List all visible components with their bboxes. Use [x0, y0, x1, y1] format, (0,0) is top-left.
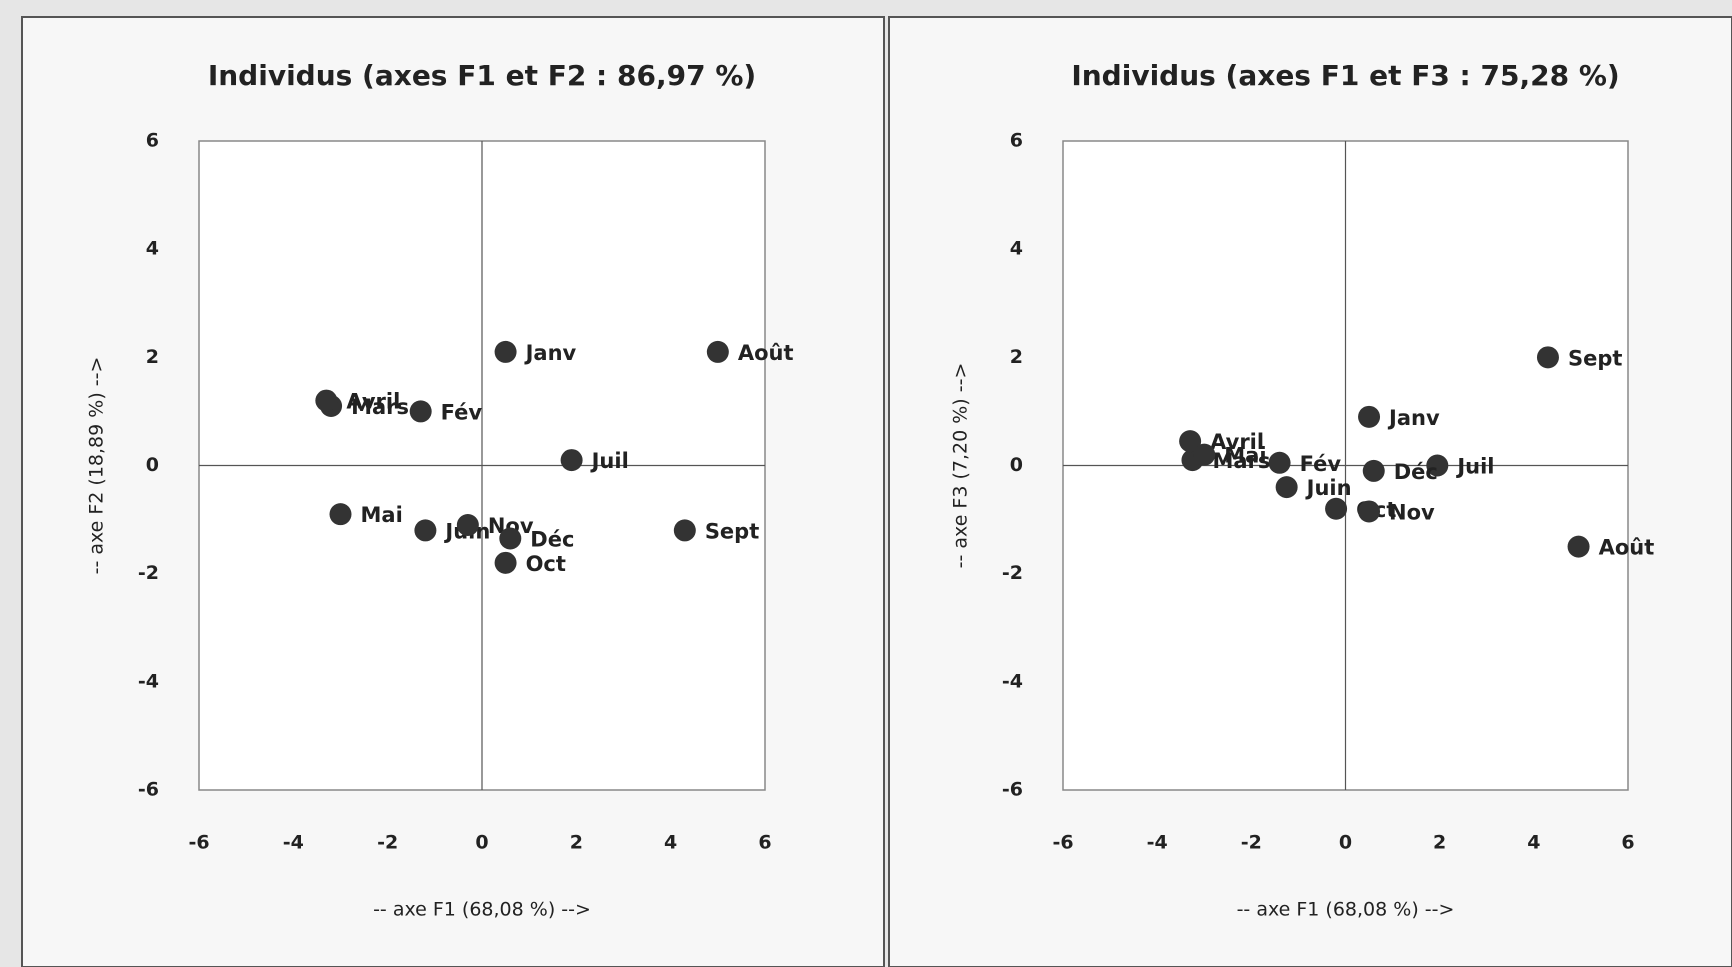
point	[414, 519, 437, 542]
point-label: Avril	[346, 390, 400, 414]
y-tick-label: 4	[1010, 238, 1023, 260]
point	[329, 503, 352, 526]
y-axis-label: -- axe F2 (18,89 %) -->	[86, 357, 108, 575]
chart-title: Individus (axes F1 et F2 : 86,97 %)	[208, 59, 756, 92]
x-axis-label: -- axe F1 (68,08 %) -->	[373, 899, 591, 921]
point	[1179, 430, 1202, 453]
point-label: Août	[738, 341, 794, 365]
point	[456, 513, 479, 536]
x-tick-label: 4	[1527, 832, 1540, 854]
x-tick-label: -2	[1241, 832, 1262, 854]
y-tick-label: -2	[1002, 562, 1023, 584]
y-tick-label: -4	[138, 670, 159, 692]
point	[1536, 346, 1559, 369]
x-tick-label: 0	[475, 832, 488, 854]
y-tick-label: 2	[1010, 346, 1023, 368]
point	[1268, 451, 1291, 474]
point-label: Juil	[1455, 455, 1494, 479]
point	[494, 551, 517, 574]
point	[1426, 454, 1449, 477]
point	[1358, 405, 1381, 428]
y-tick-label: 2	[146, 346, 159, 368]
chart-title: Individus (axes F1 et F3 : 75,28 %)	[1071, 59, 1619, 92]
x-tick-label: 6	[758, 832, 771, 854]
x-axis-label: -- axe F1 (68,08 %) -->	[1237, 899, 1455, 921]
point	[1358, 500, 1381, 523]
x-tick-label: -6	[188, 832, 209, 854]
point	[409, 400, 432, 423]
x-tick-label: 0	[1339, 832, 1352, 854]
x-tick-label: 4	[664, 832, 677, 854]
point-label: Déc	[1394, 460, 1438, 484]
y-tick-label: -2	[138, 562, 159, 584]
point-label: Fév	[1300, 452, 1342, 476]
x-tick-label: -6	[1052, 832, 1073, 854]
y-tick-label: -4	[1002, 670, 1023, 692]
point	[706, 340, 729, 363]
point-label: Mars	[1212, 449, 1270, 473]
point-label: Juin	[1305, 476, 1352, 500]
x-tick-label: 2	[570, 832, 583, 854]
y-tick-label: 6	[146, 130, 159, 152]
x-tick-label: 6	[1621, 832, 1634, 854]
point-label: Mai	[1224, 444, 1266, 468]
point	[315, 389, 338, 412]
x-tick-label: -2	[377, 832, 398, 854]
point	[673, 519, 696, 542]
point-label: Juil	[590, 449, 629, 473]
point-label: Mars	[351, 395, 409, 419]
point	[1275, 476, 1298, 499]
point	[560, 449, 583, 472]
point-label: Nov	[1389, 500, 1435, 524]
point-label: Déc	[530, 528, 574, 552]
y-axis-label: -- axe F3 (7,20 %) -->	[950, 363, 972, 569]
x-tick-label: -4	[283, 832, 304, 854]
point-label: Avril	[1210, 430, 1264, 454]
y-tick-label: 0	[1010, 454, 1023, 476]
y-tick-label: 4	[146, 238, 159, 260]
point	[494, 340, 517, 363]
x-tick-label: -4	[1147, 832, 1168, 854]
point	[499, 527, 522, 550]
y-tick-label: 0	[146, 454, 159, 476]
point-label: Janv	[1387, 406, 1440, 430]
point-label: Sept	[1568, 346, 1622, 370]
point	[1567, 535, 1590, 558]
point-label: Août	[1599, 536, 1655, 560]
point-label: Janv	[524, 341, 577, 365]
y-tick-label: 6	[1010, 130, 1023, 152]
point-label: Fév	[441, 400, 483, 424]
point-label: Oct	[526, 552, 566, 576]
y-tick-label: -6	[138, 779, 159, 801]
point	[1362, 459, 1385, 482]
point-label: Mai	[361, 503, 403, 527]
x-tick-label: 2	[1433, 832, 1446, 854]
point-label: Sept	[705, 519, 759, 543]
point	[1193, 443, 1216, 466]
point	[1325, 497, 1348, 520]
y-tick-label: -6	[1002, 779, 1023, 801]
